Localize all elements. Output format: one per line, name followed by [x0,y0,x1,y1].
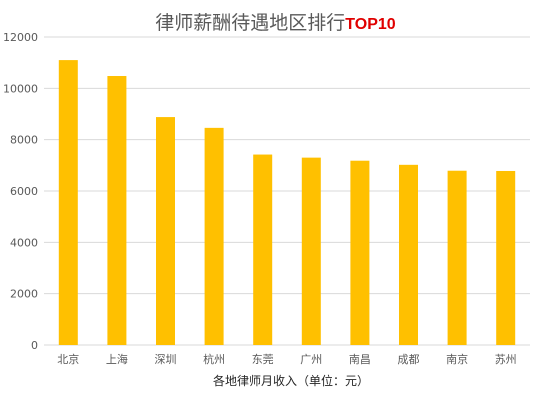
bar [447,170,467,345]
x-tick-label: 苏州 [495,353,517,366]
y-tick-label: 10000 [3,82,38,95]
x-tick-label: 杭州 [203,352,225,366]
x-tick-label: 广州 [300,353,322,366]
bar [301,157,321,345]
x-tick-label: 成都 [398,353,420,366]
bar [253,154,273,345]
y-tick-label: 4000 [10,236,38,249]
y-tick-label: 12000 [3,31,38,44]
x-tick-label: 南昌 [349,353,371,366]
x-tick-label: 上海 [106,352,128,366]
chart-title-main: 律师薪酬待遇地区排行 [155,12,346,34]
bar [58,60,78,345]
y-tick-label: 8000 [10,134,38,147]
x-axis-ticks: 北京 上海 深圳 杭州 东莞 广州 南昌 成都 南京 苏州 [57,352,516,366]
bar [496,170,516,345]
bar [156,117,175,345]
x-tick-label: 南京 [446,352,468,366]
y-tick-label: 2000 [10,288,38,301]
bar [107,76,127,345]
x-tick-label: 北京 [57,352,79,366]
y-tick-label: 6000 [10,185,38,198]
bars [58,60,516,345]
chart-title: 律师薪酬待遇地区排行TOP10 [0,8,551,35]
y-tick-label: 0 [31,339,38,352]
bar [204,127,224,345]
bar [399,164,418,345]
y-axis-ticks: 0 2000 4000 6000 8000 10000 12000 [3,31,38,352]
chart-title-accent: TOP10 [345,16,396,33]
bar [350,160,370,345]
x-axis-label: 各地律师月收入（单位：元） [213,373,369,388]
x-tick-label: 深圳 [155,353,177,366]
x-tick-label: 东莞 [252,353,274,366]
